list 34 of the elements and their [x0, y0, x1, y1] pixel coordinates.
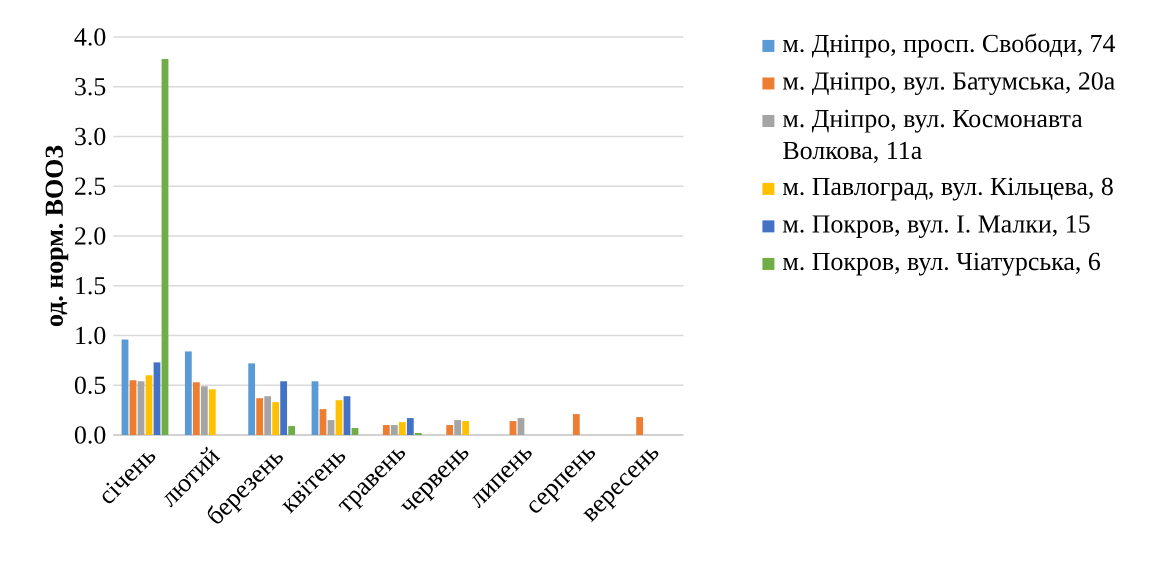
- bar: [406, 418, 414, 435]
- legend-label: м. Дніпро, вул. Батумська, 20а: [783, 72, 1115, 96]
- bar: [184, 351, 192, 435]
- y-tick-label: 1.5: [76, 277, 106, 295]
- bar: [248, 363, 256, 435]
- y-tick-label: 4.0: [74, 28, 106, 46]
- bar: [390, 425, 398, 435]
- y-tick-label: 0.5: [74, 376, 106, 395]
- bar: [256, 398, 264, 435]
- bar: [572, 414, 580, 435]
- legend-label: м. Покров, вул. Чіатурська, 6: [783, 252, 1100, 276]
- bar: [264, 396, 272, 435]
- legend-label: м. Дніпро, просп. Свободи, 74: [783, 33, 1116, 58]
- bar: [446, 425, 454, 435]
- bar: [462, 421, 470, 435]
- bar: [272, 402, 280, 435]
- bar: [636, 417, 644, 435]
- bar: [382, 425, 390, 435]
- legend-label: м. Покров, вул. І. Малки, 15: [783, 215, 1090, 238]
- bar: [192, 382, 200, 435]
- bar: [398, 422, 406, 435]
- y-tick-label: 3.0: [75, 127, 106, 146]
- legend-label: м. Павлоград, вул. Кільцева, 8: [783, 177, 1113, 201]
- bar: [288, 426, 296, 435]
- bar: [454, 420, 462, 435]
- bar: [208, 389, 216, 435]
- y-axis-title: од. норм. ВООЗ: [45, 145, 69, 326]
- y-tick-label: 3.5: [75, 77, 106, 96]
- bar: [200, 386, 208, 435]
- bar: [280, 381, 288, 435]
- y-tick-label: 2.5: [75, 177, 106, 196]
- y-tick-label: 0.0: [74, 426, 106, 444]
- y-tick-label: 2.0: [75, 227, 106, 245]
- y-tick-label: 1.0: [76, 326, 106, 345]
